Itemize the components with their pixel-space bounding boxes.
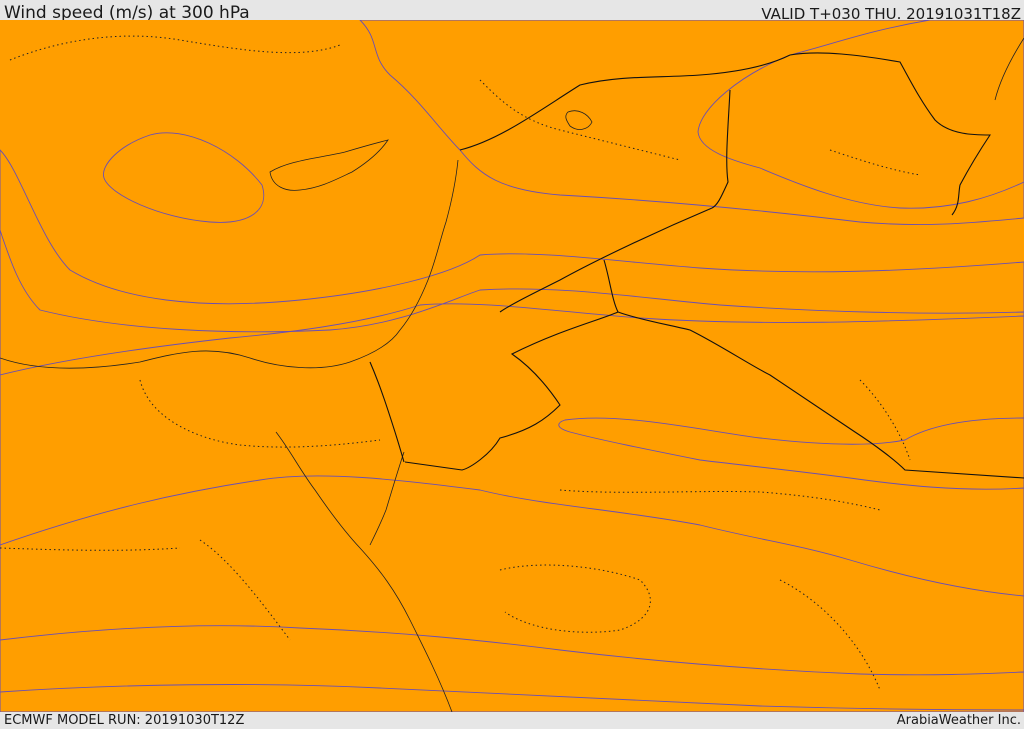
admin-boundaries-8 xyxy=(779,579,881,691)
turkey-syria-border xyxy=(459,54,791,151)
admin-boundaries-4 xyxy=(0,547,181,551)
footer-bar: ECMWF MODEL RUN: 20191030T12Z ArabiaWeat… xyxy=(0,712,1024,729)
shade-band-7 xyxy=(558,417,1024,490)
saudi-iraq-border xyxy=(617,311,1024,479)
map-canvas xyxy=(0,20,1024,712)
shade-band-5 xyxy=(0,229,1024,712)
mediterranean-coast xyxy=(0,159,459,369)
caspian-coast xyxy=(994,37,1024,101)
gulf-of-aqaba-coast xyxy=(369,451,405,546)
cyprus-outline xyxy=(269,139,389,191)
shade-band-1 xyxy=(0,20,1024,712)
admin-boundaries-3 xyxy=(139,379,381,448)
wind-speed-map[interactable] xyxy=(0,20,1024,712)
iraq-iran-border xyxy=(789,52,992,216)
shade-band-1-south xyxy=(0,684,1024,712)
map-title: Wind speed (m/s) at 300 hPa xyxy=(4,3,250,23)
shade-band-2-oval xyxy=(103,132,265,223)
admin-boundaries-6 xyxy=(559,489,881,511)
admin-boundaries-7 xyxy=(859,379,911,461)
valid-time-label: VALID T+030 THU. 20191031T18Z xyxy=(761,5,1021,23)
shade-band-4-south xyxy=(0,625,1024,712)
iraq-syria-border xyxy=(499,89,731,313)
shade-band-3 xyxy=(697,20,1024,209)
shade-band-6 xyxy=(0,303,1024,597)
shade-band-2 xyxy=(359,20,1024,225)
credit-label: ArabiaWeather Inc. xyxy=(896,713,1021,728)
shade-band-4 xyxy=(0,149,1024,712)
lake-van-outline xyxy=(565,110,593,130)
egypt-sinai-border xyxy=(369,361,405,463)
header-bar: Wind speed (m/s) at 300 hPa VALID T+030 … xyxy=(0,0,1024,23)
model-run-label: ECMWF MODEL RUN: 20191030T12Z xyxy=(4,713,245,728)
red-sea-coast xyxy=(275,431,453,712)
admin-boundaries-10 xyxy=(829,149,921,176)
admin-boundaries-2 xyxy=(479,79,681,161)
jordan-border xyxy=(404,259,619,471)
